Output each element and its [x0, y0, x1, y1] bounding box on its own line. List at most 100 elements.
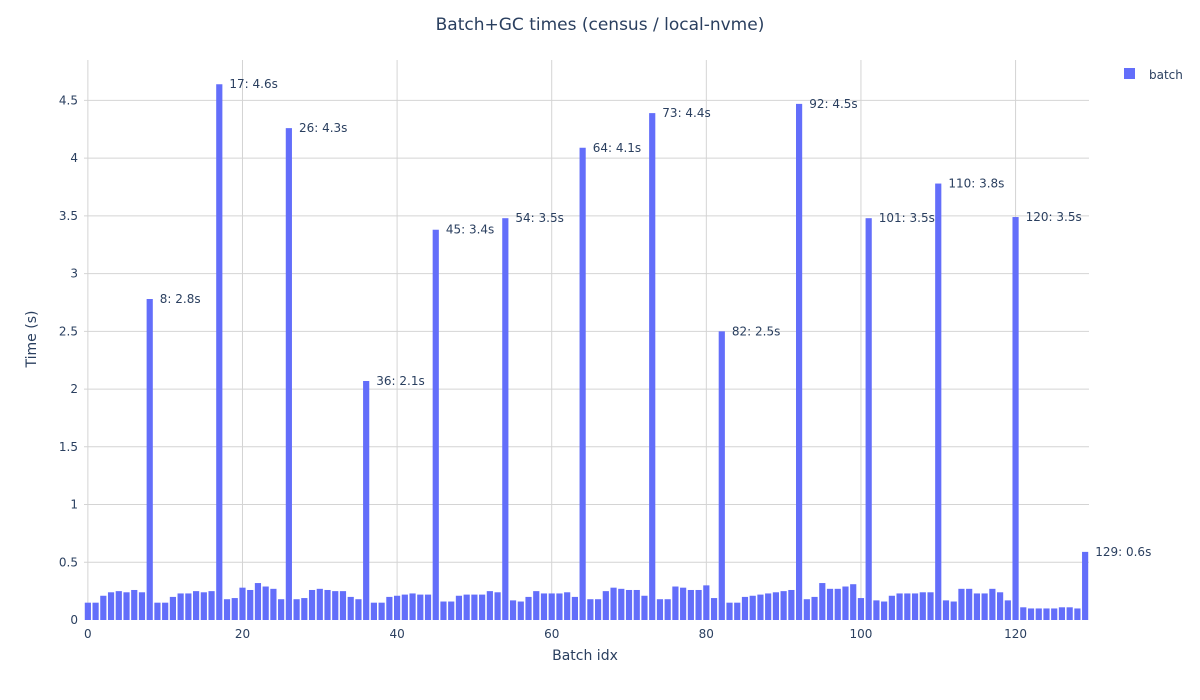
bar[interactable]	[200, 592, 207, 620]
bar[interactable]	[834, 588, 841, 620]
bar[interactable]	[216, 84, 223, 620]
bar[interactable]	[494, 592, 501, 620]
bar[interactable]	[254, 583, 262, 620]
bar[interactable]	[115, 591, 122, 620]
bar[interactable]	[231, 598, 238, 620]
bar[interactable]	[610, 587, 617, 620]
bar[interactable]	[966, 588, 973, 620]
bar[interactable]	[749, 595, 756, 620]
bar[interactable]	[911, 593, 919, 620]
bar[interactable]	[664, 599, 671, 620]
bar[interactable]	[239, 587, 246, 620]
bar[interactable]	[285, 128, 292, 620]
bar[interactable]	[409, 593, 416, 620]
bar[interactable]	[672, 586, 679, 620]
bar[interactable]	[564, 592, 571, 620]
bar[interactable]	[726, 602, 733, 620]
bar[interactable]	[355, 599, 362, 620]
bar[interactable]	[293, 599, 300, 620]
bar[interactable]	[873, 600, 880, 620]
bar[interactable]	[1035, 608, 1042, 620]
bar[interactable]	[587, 599, 594, 620]
bar[interactable]	[448, 601, 455, 620]
bar[interactable]	[417, 594, 424, 620]
bar[interactable]	[424, 594, 432, 620]
bar[interactable]	[950, 601, 957, 620]
bar[interactable]	[432, 229, 439, 620]
bar[interactable]	[780, 591, 787, 620]
bar[interactable]	[308, 589, 316, 620]
bar[interactable]	[973, 593, 980, 620]
bar[interactable]	[958, 588, 965, 620]
bar[interactable]	[595, 599, 602, 620]
bar[interactable]	[556, 593, 563, 620]
bar[interactable]	[370, 602, 377, 620]
bar[interactable]	[1027, 608, 1035, 620]
bar[interactable]	[1043, 608, 1050, 620]
bar[interactable]	[989, 588, 996, 620]
bar[interactable]	[803, 599, 810, 620]
bar[interactable]	[819, 583, 826, 620]
bar[interactable]	[138, 592, 146, 620]
bar[interactable]	[162, 602, 169, 620]
bar[interactable]	[169, 596, 176, 620]
bar[interactable]	[270, 588, 277, 620]
bar[interactable]	[378, 602, 385, 620]
bar[interactable]	[710, 598, 718, 620]
bar[interactable]	[1082, 551, 1089, 620]
bar[interactable]	[927, 592, 934, 620]
bar[interactable]	[649, 113, 656, 620]
bar[interactable]	[347, 596, 354, 620]
bar[interactable]	[896, 593, 903, 620]
bar[interactable]	[656, 599, 664, 620]
bar[interactable]	[826, 588, 834, 620]
bar[interactable]	[548, 593, 555, 620]
bar[interactable]	[533, 591, 540, 620]
bar[interactable]	[301, 598, 308, 620]
bar[interactable]	[757, 594, 764, 620]
bar[interactable]	[687, 589, 694, 620]
bar[interactable]	[718, 331, 725, 620]
bar[interactable]	[842, 586, 849, 620]
bar[interactable]	[1051, 608, 1058, 620]
bar[interactable]	[262, 586, 269, 620]
bar[interactable]	[935, 183, 942, 620]
bar[interactable]	[100, 595, 107, 620]
bar[interactable]	[146, 299, 153, 620]
bar[interactable]	[811, 596, 818, 620]
bar[interactable]	[625, 589, 633, 620]
bar[interactable]	[455, 595, 463, 620]
bar[interactable]	[177, 593, 184, 620]
bar[interactable]	[888, 595, 895, 620]
bar[interactable]	[540, 593, 548, 620]
bar[interactable]	[223, 599, 231, 620]
bar[interactable]	[154, 602, 161, 620]
bar[interactable]	[316, 588, 323, 620]
bar[interactable]	[1066, 607, 1073, 620]
bar[interactable]	[509, 600, 517, 620]
bar[interactable]	[772, 592, 779, 620]
bar[interactable]	[904, 593, 911, 620]
bar[interactable]	[401, 594, 408, 620]
bar[interactable]	[363, 380, 370, 620]
bar[interactable]	[107, 592, 115, 620]
bar[interactable]	[1012, 217, 1019, 620]
bar[interactable]	[1020, 607, 1027, 620]
bar[interactable]	[471, 594, 478, 620]
bar[interactable]	[981, 593, 988, 620]
bar[interactable]	[695, 589, 702, 620]
bar[interactable]	[641, 595, 648, 620]
bar[interactable]	[92, 602, 99, 620]
bar[interactable]	[440, 601, 447, 620]
bar[interactable]	[857, 598, 865, 620]
bar[interactable]	[479, 594, 486, 620]
bar[interactable]	[185, 593, 192, 620]
bar[interactable]	[618, 588, 625, 620]
bar[interactable]	[386, 596, 393, 620]
bar[interactable]	[278, 599, 285, 620]
bar[interactable]	[84, 602, 91, 620]
bar[interactable]	[1074, 608, 1081, 620]
bar[interactable]	[865, 218, 872, 621]
bar[interactable]	[741, 596, 749, 620]
bar[interactable]	[796, 103, 803, 621]
